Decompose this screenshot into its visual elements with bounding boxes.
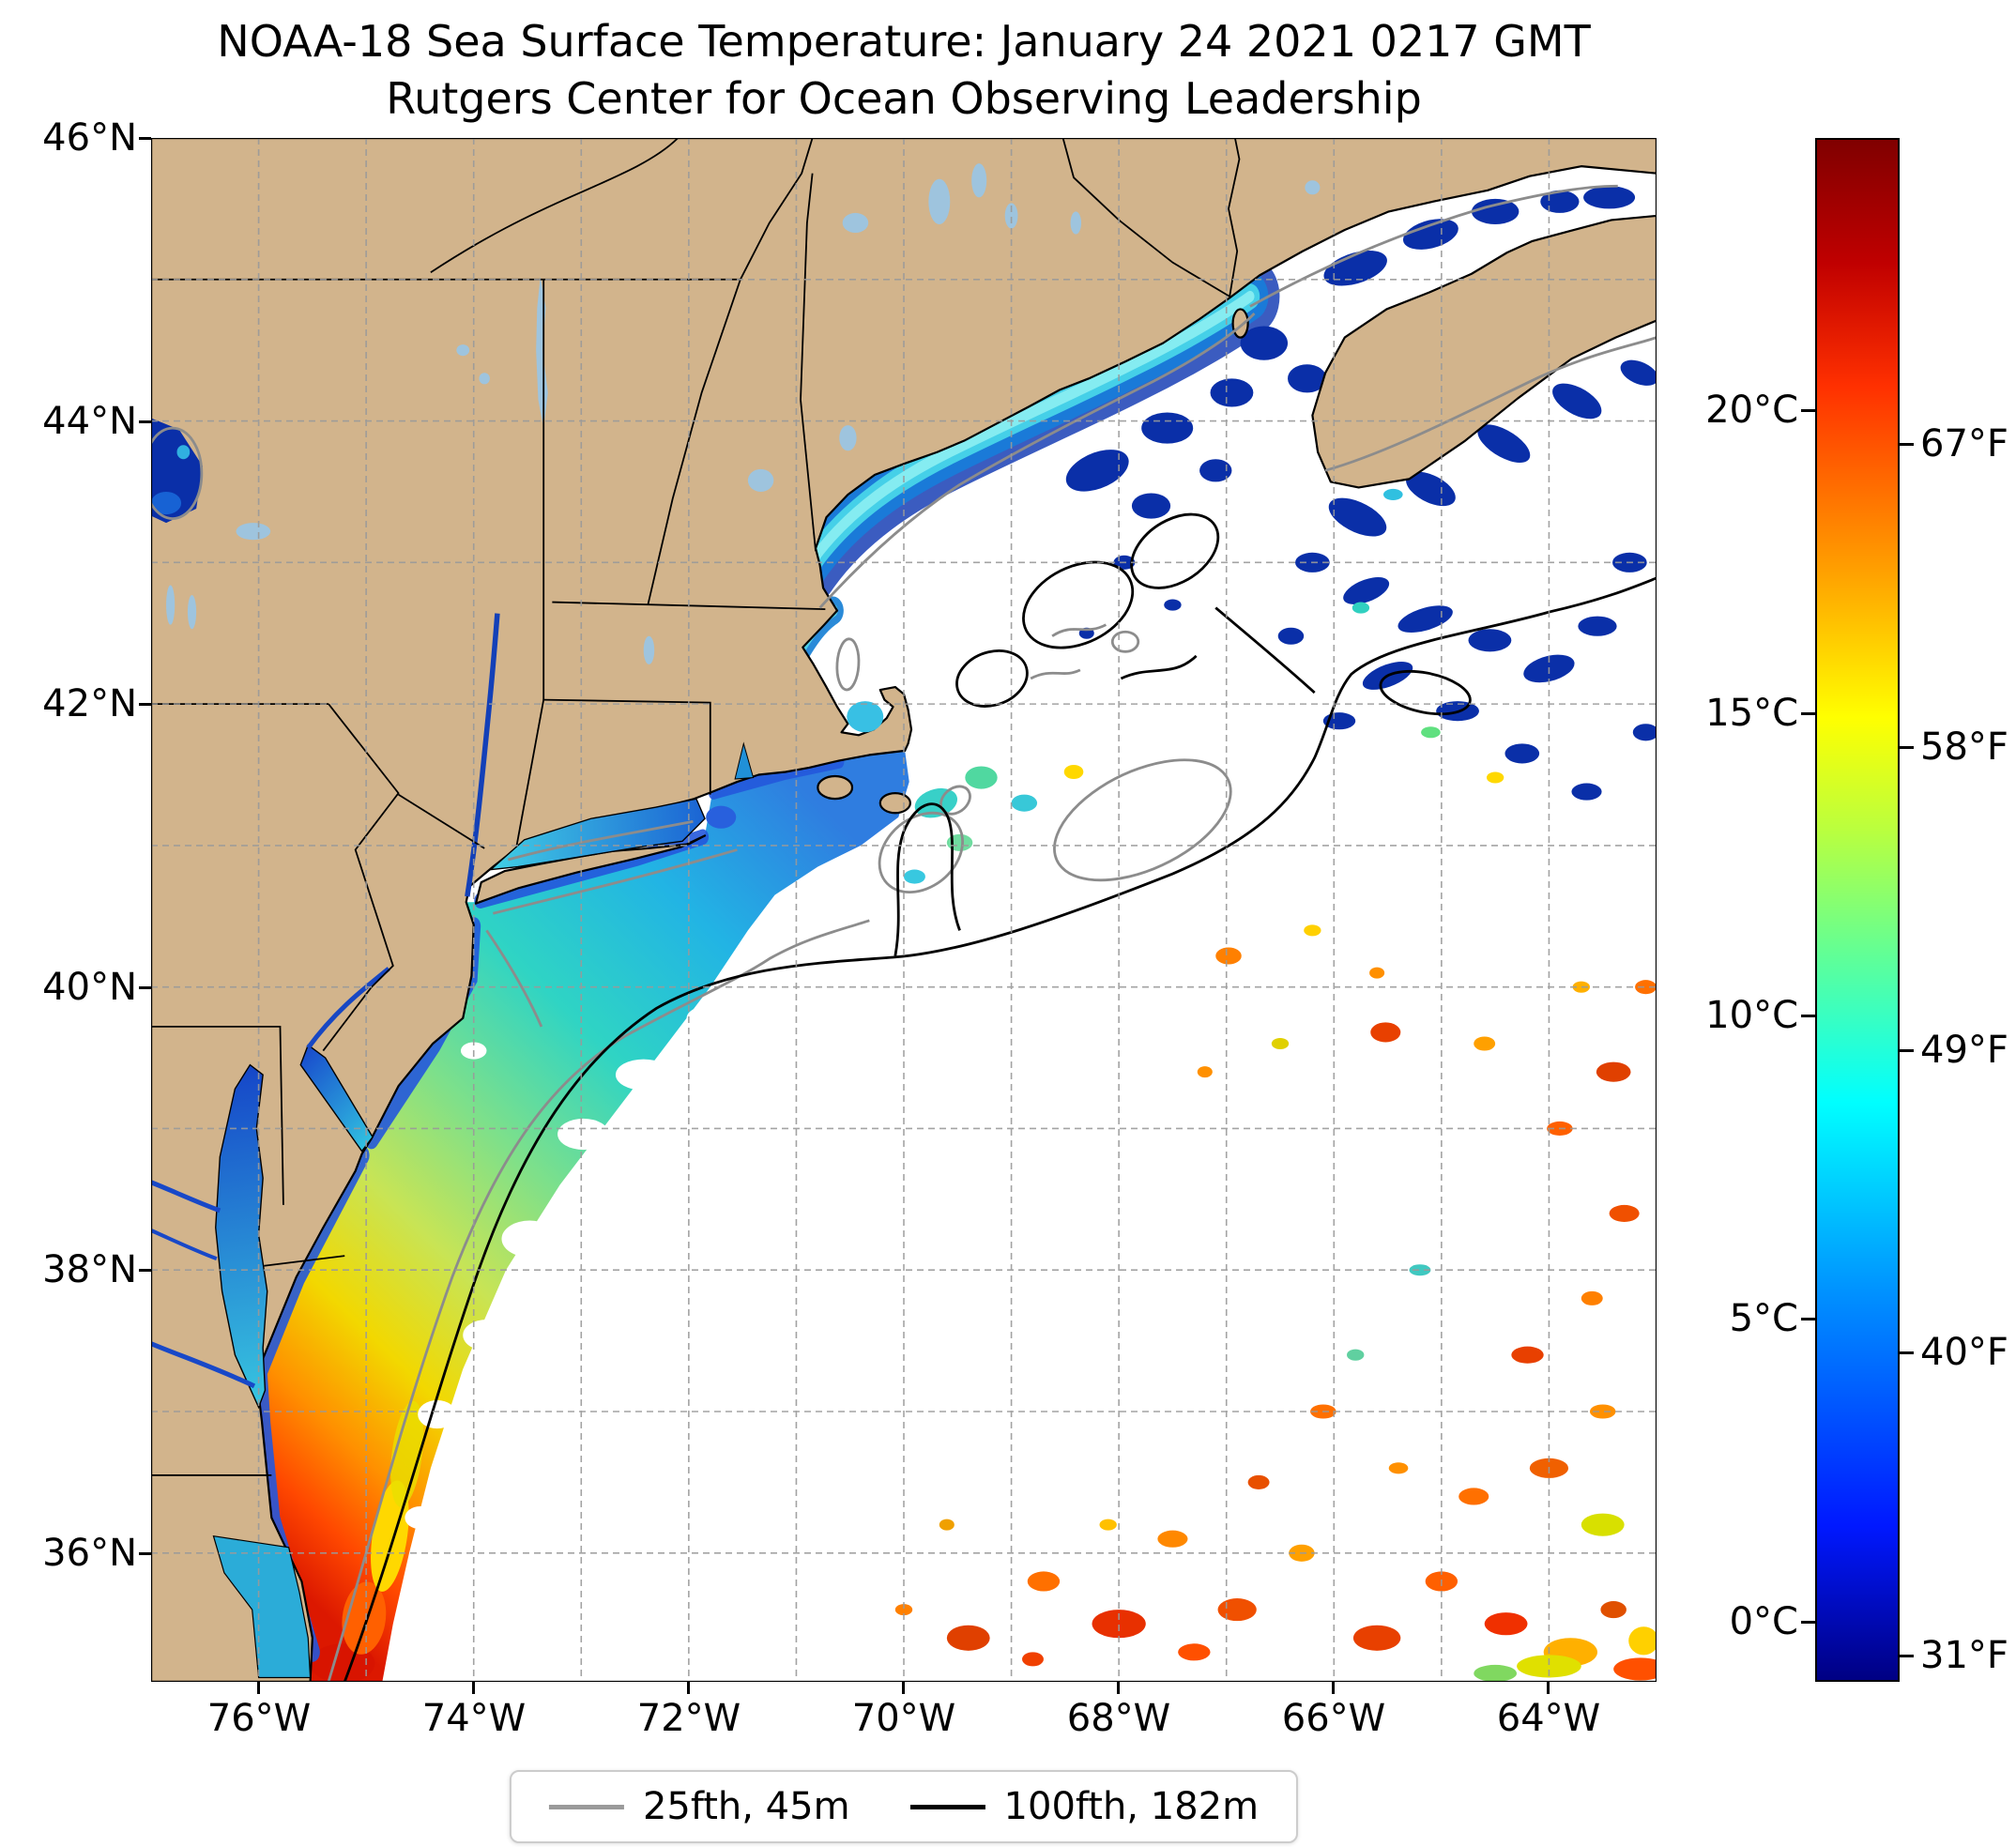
- legend-label-182m: 100fth, 182m: [1003, 1785, 1260, 1828]
- celsius-tick-label: 20°C: [1705, 389, 1798, 432]
- estuary-waters: [151, 418, 884, 1678]
- x-tickmark: [1547, 1682, 1550, 1694]
- celsius-tickmark: [1801, 712, 1815, 715]
- x-tick-label: 70°W: [851, 1697, 956, 1740]
- fahrenheit-tick-label: 58°F: [1920, 725, 2008, 769]
- y-tickmark: [139, 986, 151, 989]
- cold-patch-accents: [1352, 488, 1504, 784]
- legend-label-45m: 25fth, 45m: [642, 1785, 850, 1828]
- x-tick-label: 74°W: [421, 1697, 527, 1740]
- nova-scotia: [1312, 216, 1657, 487]
- y-tick-label: 40°N: [42, 966, 137, 1009]
- title-line-2: Rutgers Center for Ocean Observing Leade…: [386, 72, 1422, 124]
- james-river: [151, 1344, 254, 1386]
- fahrenheit-tick-label: 49°F: [1920, 1029, 2008, 1072]
- cloud-gaps: [405, 961, 773, 1530]
- y-tick-label: 44°N: [42, 400, 137, 443]
- delaware-river: [308, 969, 389, 1047]
- y-tick-label: 38°N: [42, 1248, 137, 1291]
- long-island: [476, 835, 705, 903]
- fahrenheit-tick-label: 67°F: [1920, 422, 2008, 466]
- rappahannock-river: [151, 1230, 217, 1259]
- title-line-1: NOAA-18 Sea Surface Temperature: January…: [217, 16, 1591, 67]
- x-tick-label: 66°W: [1281, 1697, 1386, 1740]
- temperature-colorbar: [1815, 138, 1900, 1682]
- fahrenheit-tickmark: [1900, 1351, 1914, 1354]
- gulf-stream-warm-speckles: [894, 924, 1657, 1682]
- nantucket: [880, 793, 910, 813]
- delaware-bay: [300, 1045, 373, 1151]
- x-tickmark: [1117, 1682, 1120, 1694]
- x-tick-label: 68°W: [1066, 1697, 1171, 1740]
- fahrenheit-tick-label: 40°F: [1920, 1331, 2008, 1374]
- y-tickmark: [139, 703, 151, 706]
- celsius-tick-label: 10°C: [1705, 994, 1798, 1037]
- potomac-river: [151, 1183, 220, 1211]
- y-tickmark: [139, 1269, 151, 1272]
- celsius-tickmark: [1801, 1318, 1815, 1320]
- y-tickmark: [139, 137, 151, 140]
- x-tickmark: [902, 1682, 905, 1694]
- fahrenheit-tickmark: [1900, 1655, 1914, 1657]
- x-tick-label: 64°W: [1496, 1697, 1601, 1740]
- gulf-of-maine-ribbon: [779, 257, 1280, 670]
- gray-contour-swatch: [548, 1804, 624, 1809]
- contour-45m: [151, 186, 1657, 1682]
- contour-182m: [344, 500, 1657, 1682]
- y-tick-label: 36°N: [42, 1532, 137, 1575]
- celsius-tick-label: 0°C: [1729, 1600, 1798, 1643]
- cape-cod-bay: [847, 701, 884, 733]
- fahrenheit-tickmark: [1900, 746, 1914, 749]
- fahrenheit-tickmark: [1900, 443, 1914, 446]
- celsius-tickmark: [1801, 1015, 1815, 1017]
- patchy-sst: [904, 764, 1401, 1043]
- celsius-tick-label: 15°C: [1705, 692, 1798, 735]
- lakes: [166, 163, 1321, 664]
- y-tickmark: [139, 420, 151, 423]
- fahrenheit-tick-label: 31°F: [1920, 1634, 2008, 1677]
- marthas-vineyard: [817, 776, 852, 799]
- fahrenheit-tickmark: [1900, 1049, 1914, 1052]
- black-contour-swatch: [909, 1804, 985, 1809]
- x-tick-label: 72°W: [636, 1697, 741, 1740]
- map-canvas: [151, 138, 1657, 1682]
- celsius-tick-label: 5°C: [1729, 1297, 1798, 1340]
- sst-map-svg: [151, 138, 1657, 1682]
- y-tickmark: [139, 1552, 151, 1555]
- graticule: [151, 138, 1657, 1682]
- contour-legend: 25fth, 45m 100fth, 182m: [509, 1770, 1299, 1843]
- y-tick-label: 46°N: [42, 116, 137, 160]
- celsius-tickmark: [1801, 1621, 1815, 1624]
- x-tickmark: [687, 1682, 690, 1694]
- x-tickmark: [257, 1682, 260, 1694]
- albemarle-pamlico-sounds: [213, 1536, 310, 1678]
- x-tickmark: [472, 1682, 475, 1694]
- x-tickmark: [1332, 1682, 1335, 1694]
- celsius-tickmark: [1801, 409, 1815, 412]
- x-tick-label: 76°W: [206, 1697, 312, 1740]
- legend-item-182m: 100fth, 182m: [909, 1785, 1260, 1828]
- y-tick-label: 42°N: [42, 682, 137, 725]
- legend-item-45m: 25fth, 45m: [548, 1785, 850, 1828]
- figure-title: NOAA-18 Sea Surface Temperature: January…: [151, 13, 1657, 127]
- narragansett-bay: [735, 743, 753, 779]
